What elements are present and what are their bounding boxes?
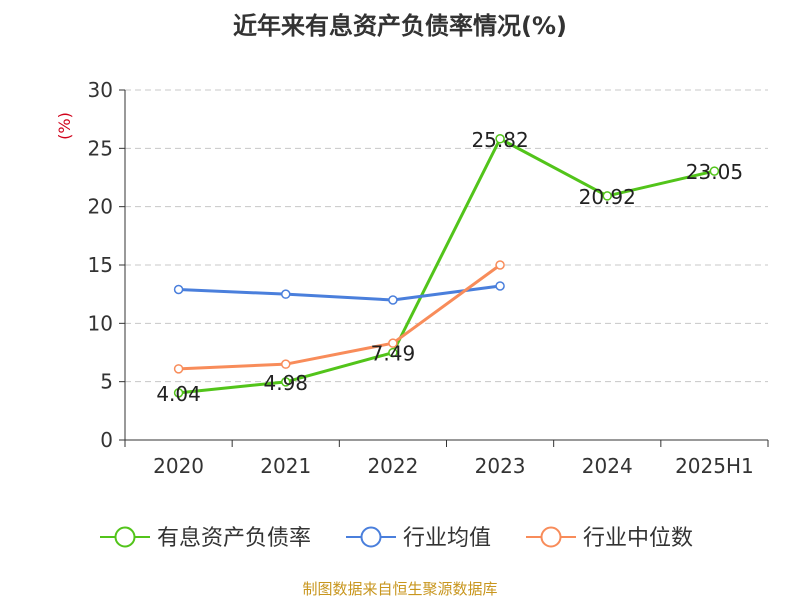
data-point[interactable] — [173, 364, 184, 374]
legend-marker — [114, 526, 136, 548]
data-label: 23.05 — [686, 160, 743, 184]
series-lines — [173, 134, 720, 398]
data-point[interactable] — [388, 295, 398, 305]
y-tick-label: 5 — [100, 370, 113, 394]
series-line — [178, 137, 715, 395]
data-point[interactable] — [495, 134, 505, 144]
x-tick-label: 2022 — [367, 454, 418, 478]
x-tick-label: 2021 — [260, 454, 311, 478]
legend[interactable]: 有息资产负债率 行业均值 行业中位数 — [100, 526, 693, 551]
x-tick-label: 2023 — [475, 454, 526, 478]
data-point[interactable] — [388, 338, 398, 348]
legend-label: 有息资产负债率 — [157, 526, 311, 551]
y-axis-label: (%) — [55, 112, 74, 140]
source-note: 制图数据来自恒生聚源数据库 — [302, 580, 498, 598]
data-point[interactable] — [173, 284, 184, 295]
data-label: 20.92 — [579, 185, 636, 209]
legend-item[interactable]: 行业均值 — [346, 526, 491, 551]
data-point[interactable] — [281, 377, 291, 387]
chart-title: 近年来有息资产负债率情况(%) — [233, 12, 567, 40]
x-tick-label: 2024 — [582, 454, 633, 478]
x-tick-label: 2020 — [153, 454, 204, 478]
series-line — [178, 263, 501, 371]
legend-label: 行业中位数 — [583, 526, 693, 551]
data-point[interactable] — [281, 359, 291, 369]
legend-label: 行业均值 — [403, 526, 491, 551]
legend-marker — [360, 526, 382, 548]
legend-item[interactable]: 行业中位数 — [526, 526, 693, 551]
data-point[interactable] — [388, 347, 398, 358]
y-tick-label: 0 — [100, 428, 113, 452]
data-labels: 4.04 4.98 7.49 25.82 20.92 23.05 — [156, 128, 743, 406]
y-tick-label: 20 — [88, 195, 113, 219]
x-tick-label: 2025H1 — [675, 454, 754, 478]
data-label: 25.82 — [471, 128, 528, 152]
data-point[interactable] — [495, 281, 505, 291]
data-point[interactable] — [281, 289, 291, 299]
y-tick-label: 30 — [88, 78, 113, 102]
legend-marker — [540, 526, 562, 548]
y-tick-label: 15 — [88, 253, 113, 277]
y-tick-label: 10 — [88, 311, 113, 335]
legend-item[interactable]: 有息资产负债率 — [100, 526, 311, 551]
data-label: 4.04 — [156, 382, 201, 406]
data-label: 7.49 — [371, 342, 416, 366]
y-tick-label: 25 — [88, 136, 113, 160]
data-label: 4.98 — [263, 371, 308, 395]
data-point[interactable] — [602, 191, 612, 201]
series-line — [178, 284, 501, 302]
data-point[interactable] — [173, 388, 184, 398]
axes: 0 5 10 15 20 25 30 2020 2021 2022 2023 2024 2025H1 (%… — [55, 78, 769, 478]
data-point[interactable] — [495, 260, 505, 270]
data-point[interactable] — [709, 166, 720, 176]
grid-lines — [125, 89, 768, 383]
